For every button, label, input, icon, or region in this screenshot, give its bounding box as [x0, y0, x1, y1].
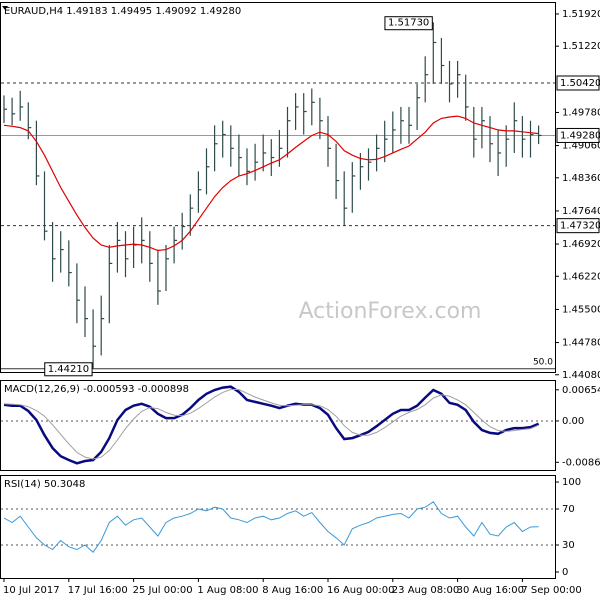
panel-title: EURAUD,H4 1.49183 1.49495 1.49092 1.4928…	[4, 6, 241, 17]
y-tick-label: -0.008684	[562, 457, 600, 468]
y-tick-label: 0.006542	[562, 385, 600, 396]
y-tick-label: 100	[562, 477, 581, 488]
x-tick-label: 23 Aug 08:00	[392, 585, 459, 596]
fib-label: 50.0	[533, 357, 553, 367]
level-label: 1.47320	[560, 221, 600, 232]
y-tick-label: 70	[562, 504, 575, 515]
panel-frame	[0, 2, 556, 373]
level-box	[556, 127, 600, 143]
low-box	[44, 362, 93, 377]
x-tick-label: 7 Sep 00:00	[521, 585, 581, 596]
x-tick-label: 8 Aug 16:00	[262, 585, 323, 596]
panel-title: RSI(14) 50.3048	[4, 479, 85, 490]
y-tick-label: 1.44780	[562, 338, 600, 349]
indicator-line	[3, 115, 539, 252]
x-tick-label: 25 Jul 00:00	[133, 585, 193, 596]
x-tick-label: 17 Jul 16:00	[68, 585, 128, 596]
level-label: 1.49280	[560, 130, 600, 141]
y-tick-label: 1.46220	[562, 271, 600, 282]
panel-title: MACD(12,26,9) -0.000593 -0.000898	[4, 384, 189, 395]
y-tick-label: 1.44080	[562, 370, 600, 381]
x-tick-label: 16 Aug 00:00	[327, 585, 394, 596]
y-tick-label: 1.48360	[562, 173, 600, 184]
y-tick-label: 1.49060	[562, 141, 600, 152]
indicator-line	[3, 389, 539, 460]
level-box	[556, 218, 600, 234]
level-box	[556, 75, 600, 91]
y-tick-label: 30	[562, 540, 575, 551]
panel-frame	[0, 475, 556, 579]
menu-marker	[2, 6, 8, 10]
y-tick-label: 1.47640	[562, 206, 600, 217]
y-tick-label: 1.49780	[562, 107, 600, 118]
x-tick-label: 1 Aug 08:00	[197, 585, 258, 596]
indicator-line	[3, 385, 540, 465]
high-label: 1.51730	[388, 18, 429, 29]
low-label: 1.44210	[48, 364, 89, 375]
x-tick-label: 10 Jul 2017	[3, 585, 60, 596]
y-tick-label: 1.51220	[562, 41, 600, 52]
x-tick-label: 30 Aug 16:00	[457, 585, 524, 596]
panel-frame	[0, 380, 556, 471]
y-tick-label: 1.51920	[562, 9, 600, 20]
watermark: ActionForex.com	[299, 299, 482, 324]
indicator-line	[3, 501, 539, 553]
y-tick-label: 0.00	[562, 416, 584, 427]
y-tick-label: 1.45500	[562, 304, 600, 315]
level-label: 1.50420	[560, 78, 600, 89]
y-tick-label: 1.46920	[562, 239, 600, 250]
y-tick-label: 0	[562, 567, 568, 578]
